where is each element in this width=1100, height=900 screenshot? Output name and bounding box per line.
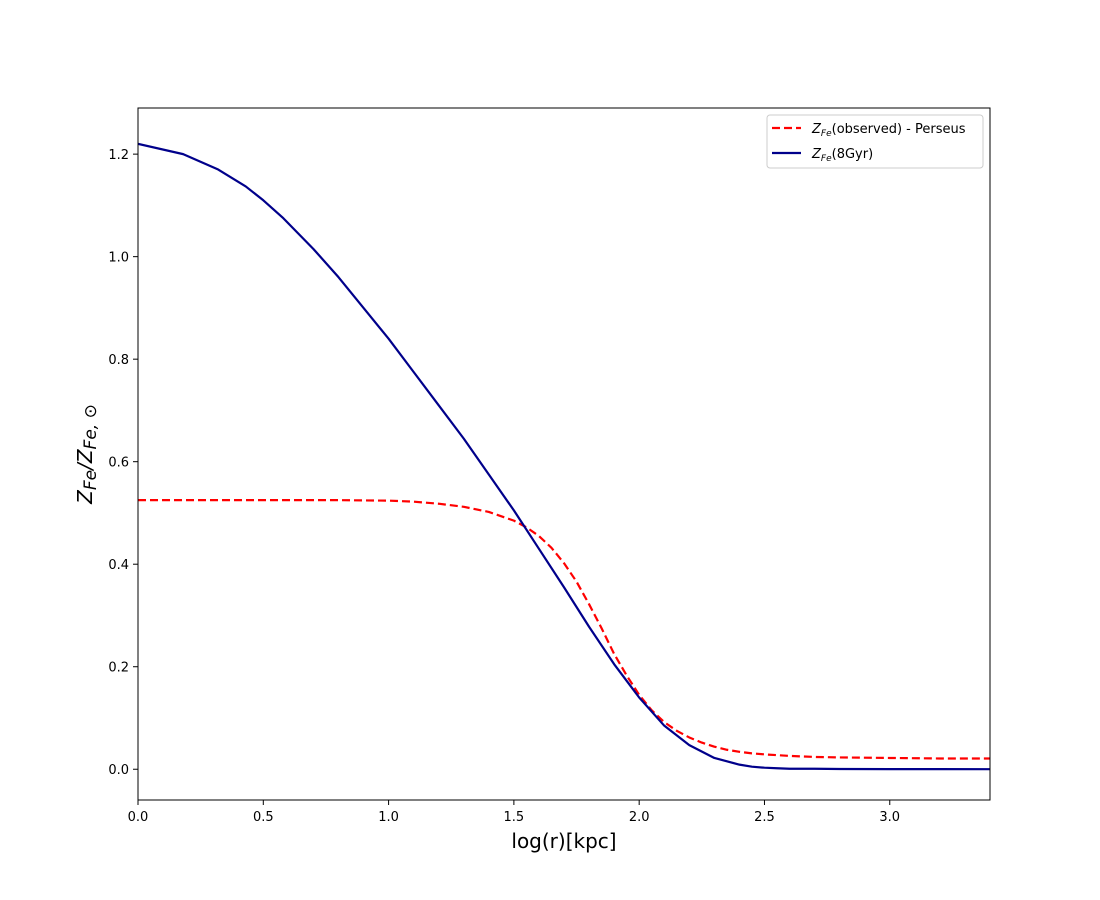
y-label-sub1: Fe <box>81 470 101 490</box>
y-axis-label: ZFe/ZFe, ⊙ <box>73 404 101 505</box>
x-tick-label: 0.5 <box>253 810 274 825</box>
y-axis: 0.0 0.2 0.4 0.6 0.8 1.0 1.2 <box>108 148 138 778</box>
x-tick-label: 1.0 <box>378 810 399 825</box>
series-line-8gyr <box>138 142 990 771</box>
legend-label: ZFe(observed) - Perseus <box>811 122 966 139</box>
x-axis: 0.0 0.5 1.0 1.5 2.0 2.5 3.0 <box>128 800 900 825</box>
y-tick-label: 1.2 <box>108 148 129 163</box>
y-label-z1: Z <box>73 489 97 505</box>
x-axis-label: log(r)[kpc] <box>511 829 616 853</box>
y-tick-label: 0.4 <box>108 558 129 573</box>
plot-frame <box>137 107 991 801</box>
legend: ZFe(observed) - Perseus ZFe(8Gyr) <box>766 114 984 169</box>
y-tick-label: 0.2 <box>108 661 129 676</box>
x-tick-label: 0.0 <box>128 810 149 825</box>
x-tick-label: 2.0 <box>629 810 650 825</box>
x-tick-label: 3.0 <box>879 810 900 825</box>
y-label-sub2: Fe, ⊙ <box>81 404 101 449</box>
y-tick-label: 0.0 <box>108 763 129 778</box>
y-label-slash: /Z <box>73 448 97 472</box>
legend-box <box>766 114 984 169</box>
x-tick-label: 2.5 <box>754 810 775 825</box>
x-tick-label: 1.5 <box>504 810 525 825</box>
plot-lines <box>138 142 990 771</box>
svg-text:ZFe/ZFe, ⊙: ZFe/ZFe, ⊙ <box>73 404 101 505</box>
y-tick-label: 1.0 <box>108 251 129 266</box>
y-tick-label: 0.8 <box>108 353 129 368</box>
y-tick-label: 0.6 <box>108 456 129 471</box>
legend-label: ZFe(8Gyr) <box>811 147 873 164</box>
